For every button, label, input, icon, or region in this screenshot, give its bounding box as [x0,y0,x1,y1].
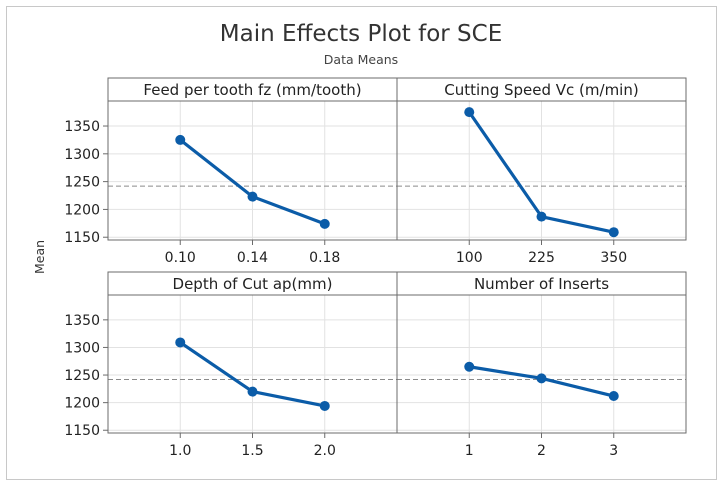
panel-1: 1150 1200 1250 1300 1350 Feed per tooth fz (m… [64,77,398,266]
x-tick-label: 0.18 [309,250,340,266]
y-tick-label: 1350 [64,119,100,135]
y-tick-label: 1150 [64,423,100,439]
data-point [464,361,475,372]
data-point [608,391,619,402]
panel-3: 1150 1200 1250 1300 1350 Depth of Cut ap(mm) 1… [64,271,398,459]
x-tick-label: 0.10 [165,250,196,266]
y-tick-label: 1350 [64,313,100,329]
panel-4: Number of Inserts 1 2 3 [396,271,687,459]
panel-2: Cutting Speed Vc (m/min) 100 225 350 [396,77,687,266]
x-tick-label: 225 [528,250,555,266]
data-point [536,211,547,222]
data-point [319,400,330,411]
y-tick-label: 1250 [64,175,100,191]
data-point [247,386,258,397]
x-tick-label: 350 [600,250,627,266]
panel-title: Number of Inserts [474,275,609,293]
data-point [608,227,619,238]
x-tick-label: 1.0 [169,443,191,459]
x-tick-label: 100 [456,250,483,266]
panel-title: Cutting Speed Vc (m/min) [444,81,638,99]
y-tick-label: 1200 [64,202,100,218]
y-tick-label: 1300 [64,340,100,356]
data-point [175,337,186,348]
y-tick-label: 1300 [64,147,100,163]
y-tick-label: 1200 [64,396,100,412]
data-point [536,373,547,384]
data-point [247,191,258,202]
panel-title: Depth of Cut ap(mm) [173,275,333,293]
data-point [319,218,330,229]
x-tick-label: 2 [537,443,546,459]
x-tick-label: 0.14 [237,250,268,266]
chart-subtitle: Data Means [324,52,398,67]
chart-title: Main Effects Plot for SCE [220,21,503,47]
x-tick-label: 1.5 [241,443,263,459]
panel-title: Feed per tooth fz (mm/tooth) [143,81,361,99]
y-tick-label: 1250 [64,368,100,384]
x-tick-label: 2.0 [314,443,336,459]
data-point [175,134,186,145]
y-tick-label: 1150 [64,230,100,246]
y-axis-label: Mean [32,240,47,274]
x-tick-label: 1 [465,443,474,459]
data-point [464,107,475,118]
x-tick-label: 3 [609,443,618,459]
